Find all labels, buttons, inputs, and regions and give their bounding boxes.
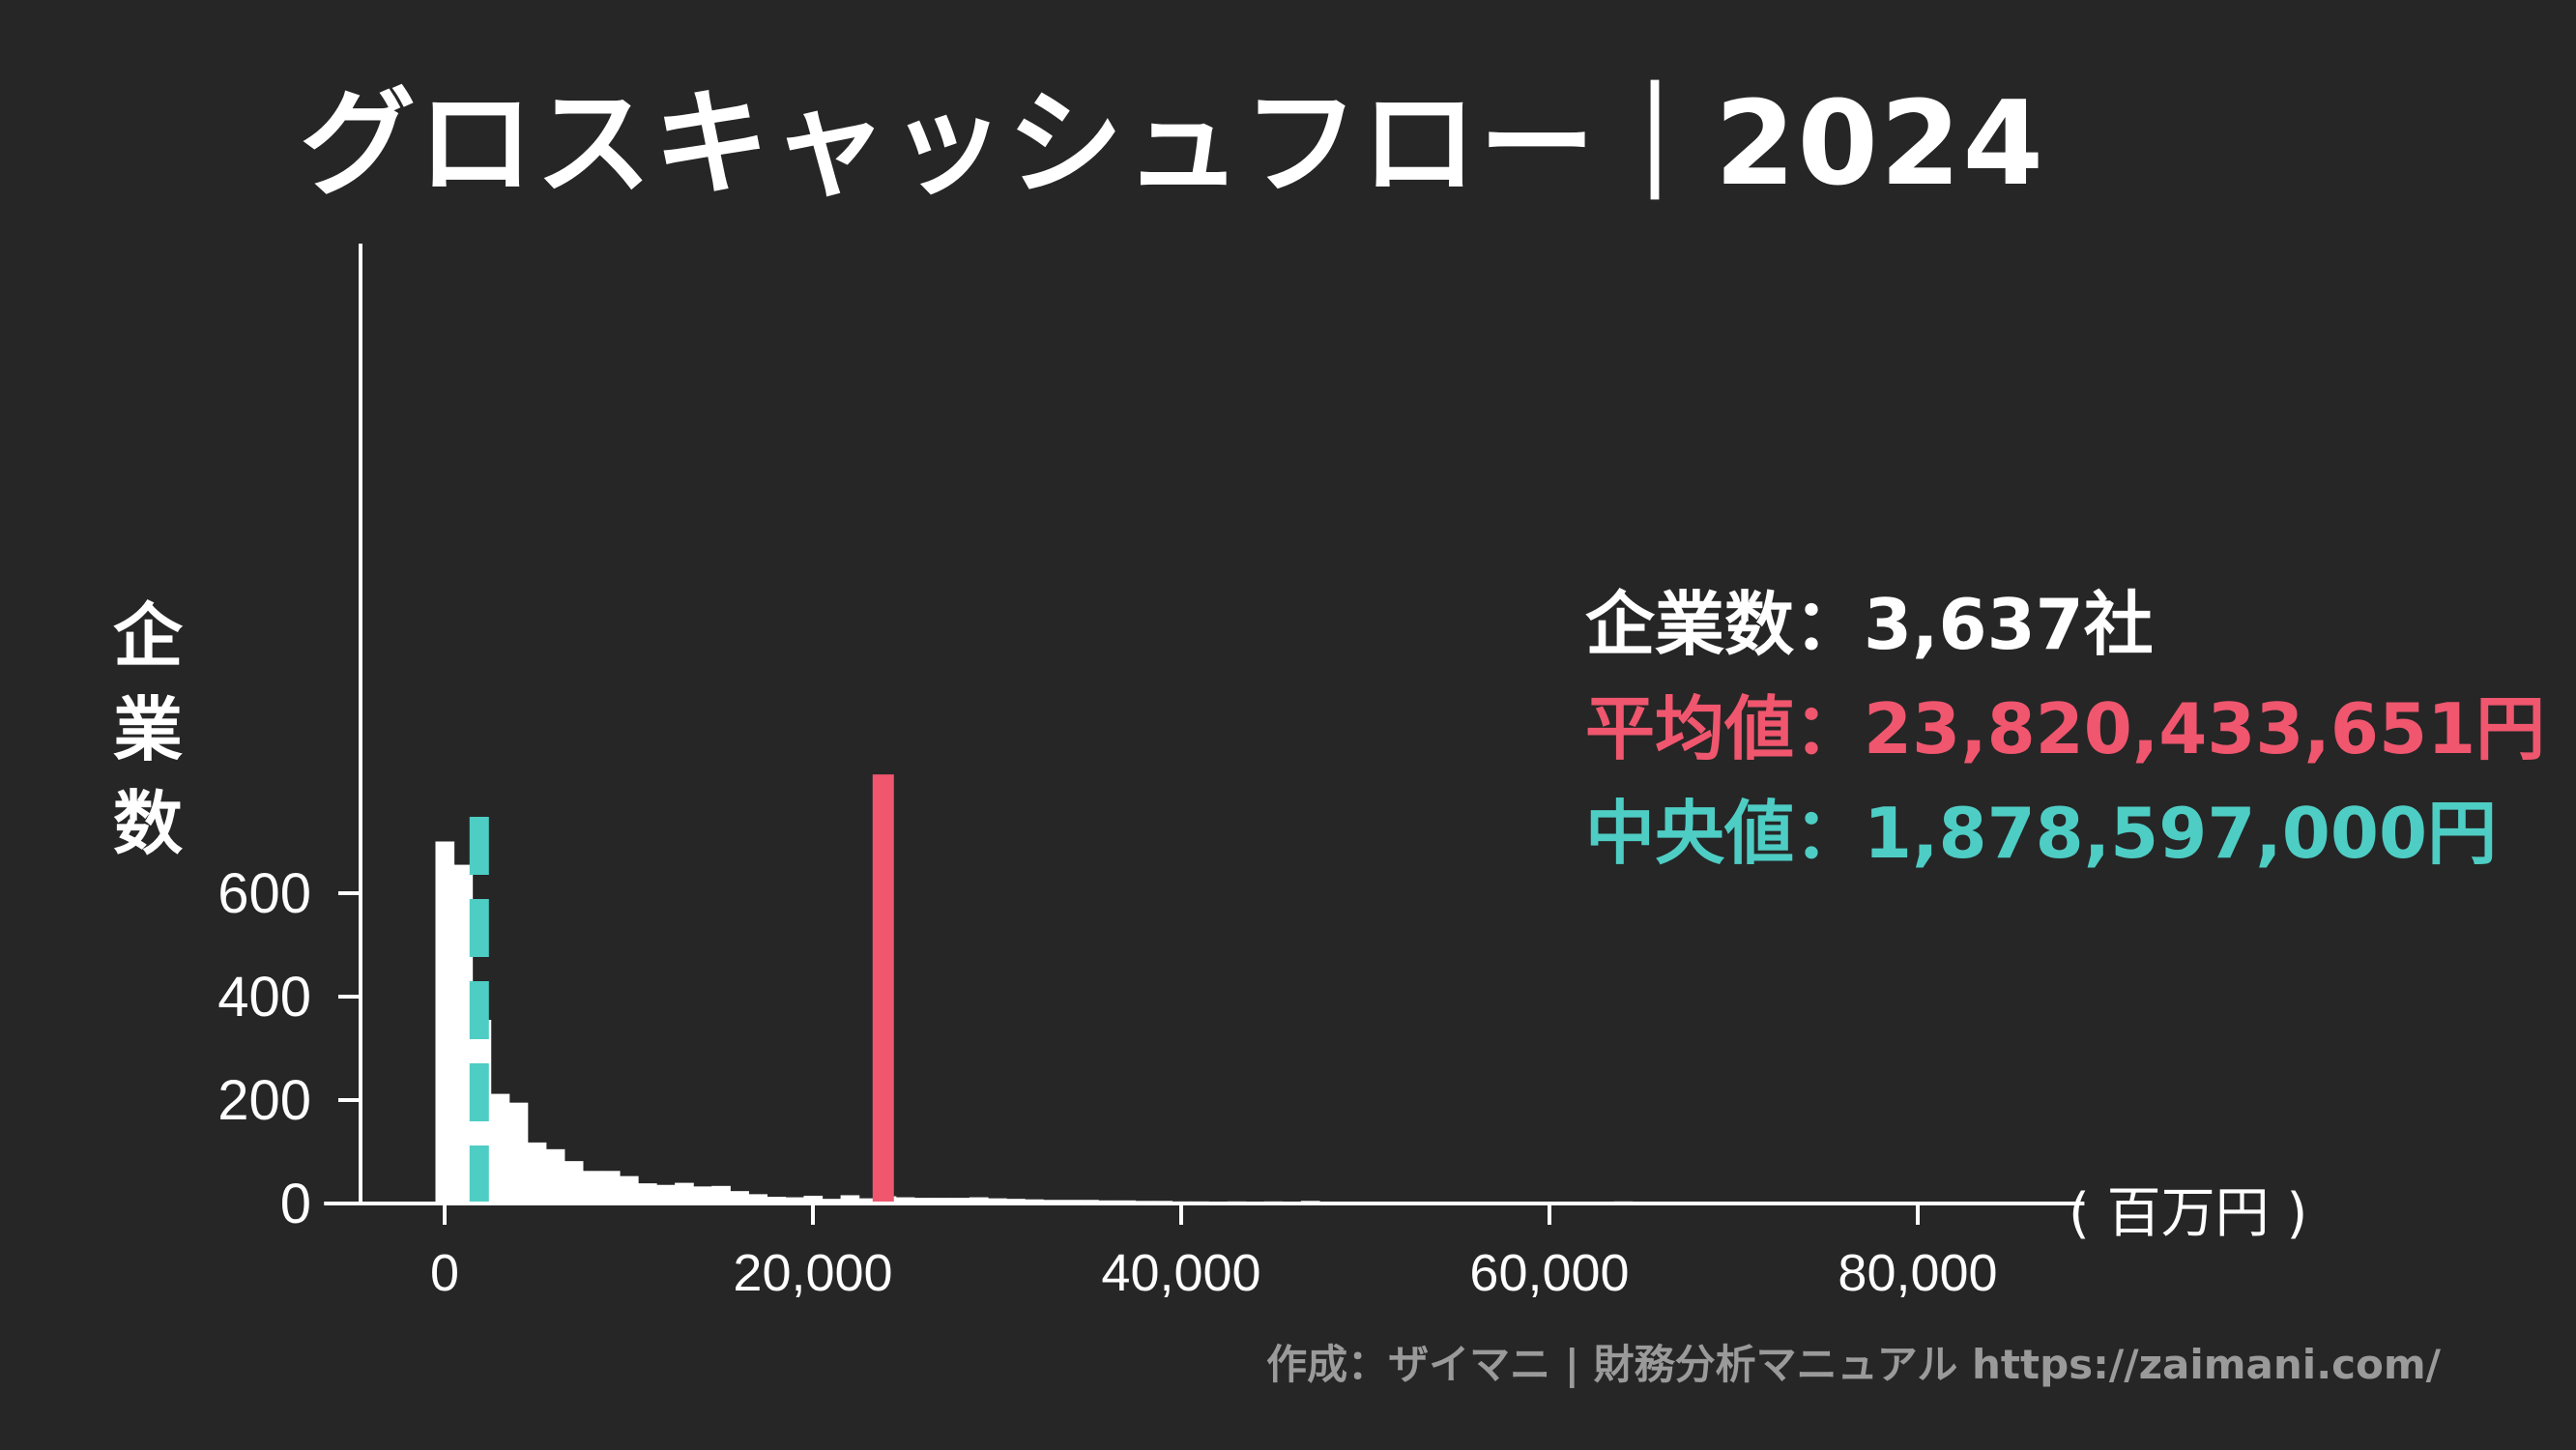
histogram-bar: [545, 1148, 565, 1204]
stat-median-value: 1,878,597,000円: [1864, 793, 2498, 874]
histogram-bar: [803, 1195, 824, 1204]
histogram-bar: [1025, 1199, 1044, 1204]
stat-count-value: 3,637社: [1864, 584, 2154, 665]
histogram-bar: [527, 1142, 547, 1204]
x-tick-label: 20,000: [733, 1244, 892, 1302]
stats-panel: 企業数：3,637社 平均値：23,820,433,651円 中央値：1,878…: [1585, 572, 2545, 885]
x-tick-label: 80,000: [1838, 1244, 1997, 1302]
histogram-bar: [453, 864, 474, 1204]
credit-text: 作成：ザイマニ | 財務分析マニュアル https://zaimani.com/: [1266, 1341, 2441, 1388]
histogram-bar: [932, 1198, 952, 1204]
stat-mean: 平均値：23,820,433,651円: [1585, 677, 2545, 781]
histogram-bar: [858, 1198, 879, 1204]
histogram-bar: [767, 1197, 787, 1204]
histogram-bar: [693, 1186, 712, 1204]
chart-title: グロスキャッシュフロー｜2024: [300, 77, 2045, 212]
stat-count: 企業数：3,637社: [1585, 572, 2545, 677]
histogram-bar: [748, 1194, 767, 1204]
histogram-bar: [840, 1195, 860, 1204]
histogram-bar: [785, 1197, 805, 1204]
histogram-bar: [711, 1185, 731, 1204]
axes: [324, 244, 2085, 1225]
y-tick-label: 400: [217, 966, 311, 1029]
histogram-bar: [822, 1199, 842, 1204]
stat-median-separator: ：: [1794, 793, 1865, 874]
histogram-bar: [675, 1182, 694, 1204]
histogram-bar: [508, 1102, 529, 1204]
stat-mean-label: 平均値: [1585, 688, 1795, 769]
histogram-bar: [490, 1093, 510, 1204]
histogram-bar: [913, 1198, 934, 1204]
stat-mean-separator: ：: [1794, 688, 1865, 769]
histogram-bar: [582, 1171, 602, 1204]
stat-count-label: 企業数: [1585, 584, 1795, 665]
stat-median-label: 中央値: [1585, 793, 1795, 874]
histogram-bar: [638, 1183, 657, 1204]
histogram-bars: [435, 841, 1983, 1204]
y-axis-label: 企業数: [112, 595, 183, 865]
histogram-bar: [619, 1175, 639, 1204]
y-tick-label: 0: [280, 1173, 311, 1235]
histogram-bar: [600, 1171, 621, 1204]
histogram-bar: [656, 1184, 676, 1204]
histogram-bar: [435, 841, 455, 1204]
stat-mean-value: 23,820,433,651円: [1864, 688, 2546, 769]
histogram-bar: [969, 1197, 989, 1204]
stat-count-separator: ：: [1794, 584, 1865, 665]
y-tick-label: 200: [217, 1069, 311, 1132]
y-tick-label: 600: [217, 862, 311, 925]
histogram-bar: [564, 1161, 584, 1204]
x-tick-label: 60,000: [1469, 1244, 1629, 1302]
reference-lines: [469, 774, 894, 1204]
x-tick-label: 0: [430, 1244, 459, 1302]
histogram-bar: [987, 1198, 1007, 1204]
histogram-bar: [1006, 1199, 1026, 1204]
histogram-bar: [730, 1191, 749, 1204]
histogram-bar: [895, 1197, 915, 1204]
x-tick-label: 40,000: [1101, 1244, 1260, 1302]
stat-median: 中央値：1,878,597,000円: [1585, 781, 2545, 885]
x-axis-unit: ( 百万円 ): [2069, 1182, 2308, 1245]
tick-labels: 0 200 400 600 0 20,000 40,000 60,000 80,000: [217, 862, 1997, 1302]
histogram-bar: [950, 1198, 970, 1204]
